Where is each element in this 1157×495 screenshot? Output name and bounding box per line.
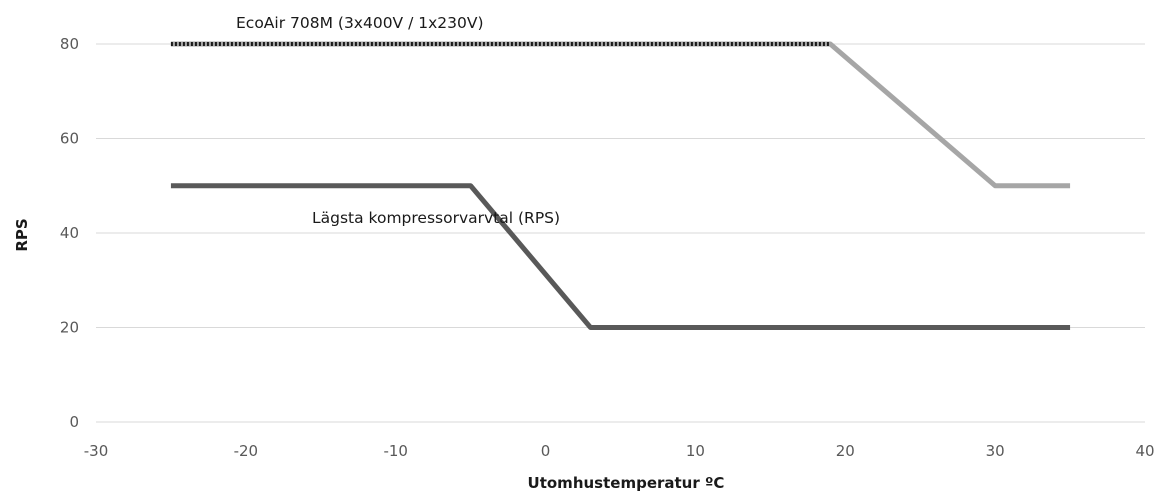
gridlines [96, 43, 1145, 423]
x-tick-label: 10 [686, 442, 705, 460]
x-tick-label: -20 [234, 442, 259, 460]
y-tick-label: 20 [60, 319, 79, 337]
y-tick-label: 60 [60, 130, 79, 148]
x-tick-label: 30 [986, 442, 1005, 460]
series-label-ecoair: EcoAir 708M (3x400V / 1x230V) [236, 14, 484, 32]
y-tick-label: 80 [60, 35, 79, 53]
x-tick-label: -30 [84, 442, 109, 460]
x-tick-label: -10 [383, 442, 408, 460]
series-labels: EcoAir 708M (3x400V / 1x230V) Lägsta kom… [236, 14, 560, 227]
series-lines [170, 41, 1071, 330]
y-tick-label: 40 [60, 224, 79, 242]
x-axis-title: Utomhustemperatur ºC [528, 474, 725, 492]
x-tick-label: 20 [836, 442, 855, 460]
x-tick-label: 40 [1135, 442, 1154, 460]
x-tick-label: 0 [541, 442, 551, 460]
series-line-0 [170, 41, 1071, 189]
y-axis-title: RPS [13, 218, 31, 251]
tick-labels: 0 20 40 60 80 -30 -20 -10 0 10 20 30 40 [60, 35, 1155, 460]
y-tick-label: 0 [69, 413, 79, 431]
series-label-min-compressor: Lägsta kompressorvarvtal (RPS) [312, 209, 560, 227]
series-line-1 [170, 183, 1071, 330]
